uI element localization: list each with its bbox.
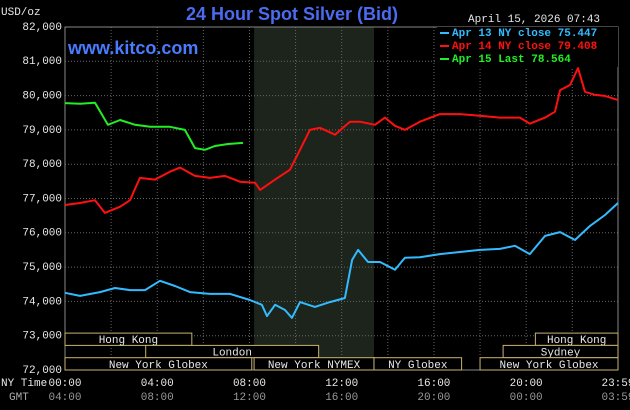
y-axis-label: USD/oz [1,7,41,19]
x2-axis-label: GMT [9,392,29,404]
x2-tick-label: 08:00 [141,392,174,404]
session-label: Hong Kong [547,335,606,347]
x2-tick-label: 00:00 [510,392,543,404]
y-tick-label: 72,000 [22,365,62,377]
legend-label: Apr 13 NY close 75.447 [452,28,597,40]
x2-tick-label: 04:00 [48,392,81,404]
y-tick-label: 77,000 [22,193,62,205]
series-line [64,202,619,319]
session-label: New York Globex [109,360,208,372]
x2-tick-label: 03:59 [601,392,630,404]
y-tick-label: 81,000 [22,56,62,68]
x-tick-label: 04:00 [141,378,174,390]
site-url: www.kitco.com [67,38,198,58]
x-tick-label: 08:00 [233,378,266,390]
x-axis-label: NY Time [1,378,47,390]
session-box [64,357,253,371]
session-label: New York Globex [500,360,599,372]
legend-label: Apr 15 Last 78.564 [452,54,571,66]
legend-box [437,27,618,67]
x2-tick-label: 20:00 [417,392,450,404]
session-label: Hong Kong [99,335,158,347]
session-label: Sydney [541,347,581,359]
y-tick-label: 78,000 [22,159,62,171]
series-line [64,67,619,214]
x-tick-label: 12:00 [325,378,358,390]
x-tick-label: 00:00 [48,378,81,390]
chart-title: 24 Hour Spot Silver (Bid) [186,4,398,24]
session-box [64,332,193,346]
series-line [64,101,244,151]
y-tick-label: 75,000 [22,262,62,274]
session-box [479,357,619,371]
session-box [373,357,463,371]
y-tick-label: 79,000 [22,125,62,137]
x-tick-label: 23:59 [601,378,630,390]
timestamp: April 15, 2026 07:43 [468,14,600,26]
x-tick-label: 16:00 [417,378,450,390]
session-label: London [212,347,252,359]
x2-tick-label: 16:00 [325,392,358,404]
y-tick-label: 80,000 [22,91,62,103]
y-tick-label: 76,000 [22,228,62,240]
session-label: NY Globex [388,360,448,372]
legend-label: Apr 14 NY close 79.408 [452,41,598,53]
y-tick-label: 74,000 [22,296,62,308]
y-tick-label: 82,000 [22,22,62,34]
y-tick-label: 73,000 [22,331,62,343]
x2-tick-label: 12:00 [233,392,266,404]
plot-area: 72,000 73,000 74,000 75,000 76,000 77,000 78,0… [22,22,630,404]
session-label: New York NYMEX [268,360,361,372]
x-tick-label: 20:00 [510,378,543,390]
